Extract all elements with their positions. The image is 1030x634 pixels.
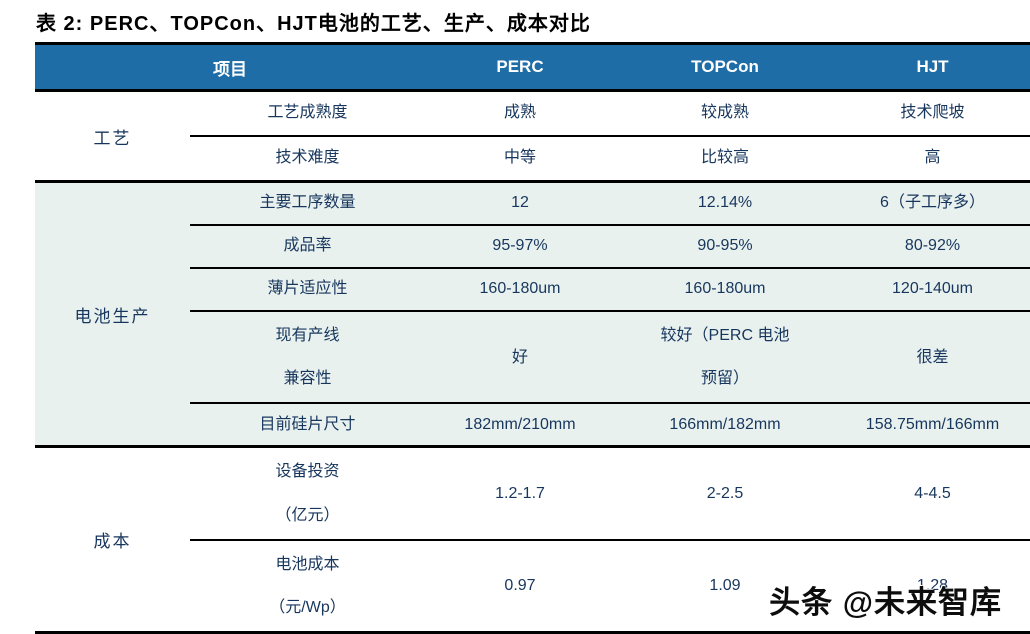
table-title: 表 2: PERC、TOPCon、HJT电池的工艺、生产、成本对比 [36, 13, 591, 35]
row-label: 薄片适应性 [267, 280, 348, 298]
table-row: 技术难度 中等 比较高 高 [190, 135, 1030, 180]
comparison-table: 项目 PERC TOPCon HJT 工艺 工艺成熟度 成熟 较成熟 技术爬坡 … [35, 42, 1030, 634]
cell-hjt: 1.28 [916, 577, 949, 595]
cell-hjt: 158.75mm/166mm [865, 415, 1000, 433]
cell-topcon: 12.14% [697, 194, 753, 212]
cell-hjt: 80-92% [904, 237, 961, 255]
cell-topcon: 90-95% [697, 237, 753, 255]
table-row: 主要工序数量 12 12.14% 6（子工序多） [190, 183, 1030, 224]
table-row: 设备投资 （亿元） 1.2-1.7 2-2.5 4-4.5 [190, 448, 1030, 538]
section-production: 电池生产 主要工序数量 12 12.14% 6（子工序多） 成品率 95-97%… [35, 180, 1030, 446]
row-label: 工艺成熟度 [267, 104, 348, 122]
cell-topcon: 166mm/182mm [669, 415, 781, 433]
table-row: 薄片适应性 160-180um 160-180um 120-140um [190, 267, 1030, 310]
cell-hjt: 高 [924, 149, 941, 167]
section-label-process: 工艺 [93, 128, 132, 148]
cell-perc: 182mm/210mm [464, 415, 576, 433]
table-row: 成品率 95-97% 90-95% 80-92% [190, 224, 1030, 267]
column-header-topcon: TOPCon [691, 57, 759, 76]
table-row: 现有产线 兼容性 好 较好（PERC 电池 预留） 很差 [190, 310, 1030, 402]
row-label: 设备投资 （亿元） [275, 463, 340, 524]
column-header-item: 项目 [213, 59, 247, 79]
cell-topcon: 1.09 [709, 577, 741, 595]
cell-hjt: 技术爬坡 [900, 104, 965, 122]
section-process: 工艺 工艺成熟度 成熟 较成熟 技术爬坡 技术难度 中等 比较高 高 [35, 92, 1030, 180]
cell-topcon: 160-180um [684, 280, 766, 298]
column-header-perc: PERC [496, 57, 544, 76]
table-row: 工艺成熟度 成熟 较成熟 技术爬坡 [190, 92, 1030, 135]
column-header-hjt: HJT [916, 57, 949, 76]
table-row: 电池成本 （元/Wp） 0.97 1.09 1.28 [190, 538, 1030, 631]
cell-perc: 160-180um [479, 280, 561, 298]
row-label: 现有产线 兼容性 [275, 327, 340, 388]
cell-perc: 0.97 [504, 577, 536, 595]
row-label: 技术难度 [275, 149, 340, 167]
cell-perc: 成熟 [503, 104, 536, 122]
cell-topcon: 比较高 [700, 149, 749, 167]
cell-perc: 1.2-1.7 [495, 484, 545, 502]
cell-perc: 12 [511, 194, 529, 212]
cell-hjt: 120-140um [892, 280, 973, 298]
section-label-production: 电池生产 [74, 306, 151, 326]
row-label: 电池成本 （元/Wp） [269, 555, 346, 616]
table-row: 目前硅片尺寸 182mm/210mm 166mm/182mm 158.75mm/… [190, 402, 1030, 445]
cell-hjt: 很差 [916, 348, 949, 366]
watermark-toutiao: 头条 @未来智库 [769, 585, 1002, 620]
cell-perc: 好 [511, 348, 528, 366]
cell-hjt: 4-4.5 [914, 484, 951, 502]
section-label-cost: 成本 [93, 532, 132, 552]
cell-perc: 中等 [503, 149, 536, 167]
table-header-row: 项目 PERC TOPCon HJT [35, 42, 1030, 92]
row-label: 成品率 [283, 237, 332, 255]
cell-hjt: 6（子工序多） [880, 194, 985, 212]
cell-topcon: 2-2.5 [706, 484, 744, 502]
cell-topcon: 较好（PERC 电池 预留） [660, 327, 790, 388]
row-label: 主要工序数量 [259, 194, 356, 212]
cell-topcon: 较成熟 [700, 104, 749, 122]
cell-perc: 95-97% [492, 237, 548, 255]
row-label: 目前硅片尺寸 [259, 415, 356, 433]
